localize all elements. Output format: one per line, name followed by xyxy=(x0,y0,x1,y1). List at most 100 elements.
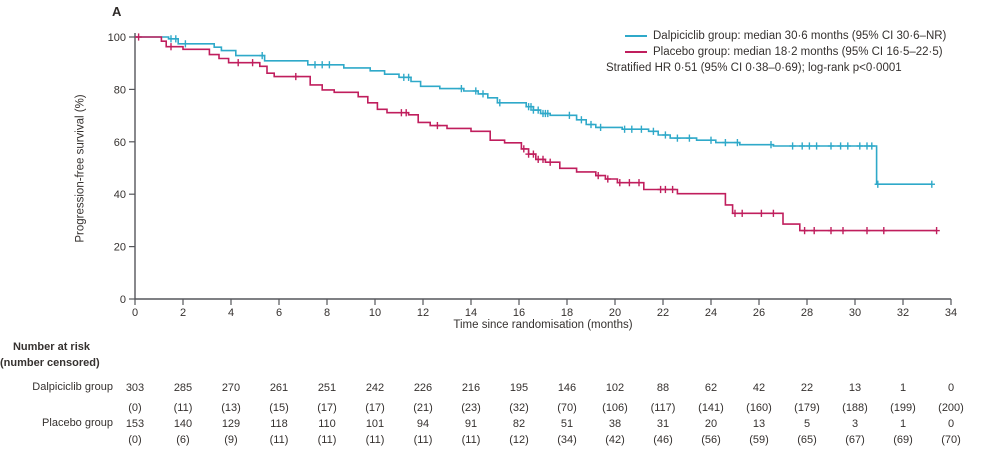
x-tick-label: 24 xyxy=(705,307,717,319)
risk-count: 20 xyxy=(705,418,717,430)
censored-count: (21) xyxy=(413,402,433,414)
risk-count: 129 xyxy=(222,418,240,430)
y-tick-label: 0 xyxy=(120,294,126,306)
risk-table-row-label-placebo: Placebo group xyxy=(42,417,113,429)
risk-count: 62 xyxy=(705,382,717,394)
x-tick-label: 18 xyxy=(561,307,573,319)
y-tick-label: 40 xyxy=(114,189,126,201)
censored-count: (17) xyxy=(317,402,337,414)
risk-count: 3 xyxy=(852,418,858,430)
risk-count: 118 xyxy=(270,418,288,430)
censored-count: (11) xyxy=(318,434,337,446)
x-tick-label: 2 xyxy=(180,307,186,319)
x-tick-label: 26 xyxy=(753,307,765,319)
risk-count: 0 xyxy=(948,382,954,394)
censored-count: (6) xyxy=(176,434,189,446)
x-tick-label: 4 xyxy=(228,307,234,319)
risk-count: 51 xyxy=(561,418,573,430)
censored-count: (34) xyxy=(557,434,577,446)
risk-count: 38 xyxy=(609,418,621,430)
risk-count: 226 xyxy=(414,382,432,394)
risk-count: 110 xyxy=(318,418,336,430)
risk-count: 1 xyxy=(900,382,906,394)
censored-count: (0) xyxy=(128,402,141,414)
censored-count: (65) xyxy=(797,434,817,446)
x-tick-label: 8 xyxy=(324,307,330,319)
risk-count: 140 xyxy=(174,418,192,430)
censored-count: (188) xyxy=(842,402,868,414)
legend: Dalpiciclib group: median 30·6 months (9… xyxy=(606,28,946,76)
km-curve-dalpiciclib-group xyxy=(135,36,932,185)
censored-count: (70) xyxy=(557,402,577,414)
censored-count: (11) xyxy=(174,402,193,414)
censored-count: (70) xyxy=(941,434,961,446)
legend-stats-line: Stratified HR 0·51 (95% CI 0·38–0·69); l… xyxy=(606,62,902,74)
censored-count: (117) xyxy=(651,402,676,414)
risk-count: 270 xyxy=(222,382,240,394)
x-tick-label: 10 xyxy=(369,307,381,319)
censored-count: (46) xyxy=(653,434,673,446)
x-tick-label: 32 xyxy=(897,307,909,319)
legend-entry-dalpiciclib: Dalpiciclib group: median 30·6 months (9… xyxy=(625,28,946,44)
risk-count: 102 xyxy=(606,382,624,394)
risk-count: 88 xyxy=(657,382,669,394)
risk-table-header-line1: Number at risk xyxy=(12,341,90,353)
censored-count: (0) xyxy=(128,434,141,446)
x-tick-label: 30 xyxy=(849,307,861,319)
x-tick-label: 0 xyxy=(132,307,138,319)
censored-count: (42) xyxy=(605,434,625,446)
legend-label-dalpiciclib: Dalpiciclib group: median 30·6 months (9… xyxy=(653,30,947,42)
censored-count: (179) xyxy=(794,402,820,414)
censored-count: (69) xyxy=(893,434,913,446)
censored-count: (67) xyxy=(845,434,865,446)
panel-label: A xyxy=(112,4,122,19)
censored-count: (11) xyxy=(270,434,289,446)
risk-count: 303 xyxy=(126,382,144,394)
y-tick-label: 20 xyxy=(114,242,126,254)
risk-count: 42 xyxy=(753,382,765,394)
risk-count: 0 xyxy=(948,418,954,430)
risk-count: 31 xyxy=(657,418,669,430)
censored-count: (59) xyxy=(749,434,769,446)
placebo-line-swatch-icon xyxy=(625,51,647,53)
censored-count: (11) xyxy=(414,434,433,446)
x-axis-label: Time since randomisation (months) xyxy=(453,319,633,331)
x-tick-label: 34 xyxy=(945,307,957,319)
censored-count: (17) xyxy=(365,402,385,414)
x-tick-label: 6 xyxy=(276,307,282,319)
risk-count: 153 xyxy=(126,418,144,430)
censored-count: (106) xyxy=(602,402,628,414)
censored-count: (141) xyxy=(698,402,724,414)
risk-count: 251 xyxy=(318,382,336,394)
censored-count: (200) xyxy=(938,402,964,414)
risk-count: 216 xyxy=(462,382,480,394)
risk-table-header-line2: (number censored) xyxy=(0,357,100,369)
x-tick-label: 28 xyxy=(801,307,813,319)
risk-count: 22 xyxy=(801,382,813,394)
dalpiciclib-line-swatch-icon xyxy=(625,35,647,37)
censored-count: (9) xyxy=(224,434,237,446)
y-axis-label: Progression-free survival (%) xyxy=(74,94,87,243)
risk-count: 94 xyxy=(417,418,429,430)
risk-count: 82 xyxy=(513,418,525,430)
censored-count: (11) xyxy=(462,434,481,446)
censored-count: (56) xyxy=(701,434,721,446)
risk-count: 101 xyxy=(366,418,384,430)
x-tick-label: 22 xyxy=(657,307,669,319)
censored-count: (160) xyxy=(746,402,772,414)
risk-count: 91 xyxy=(465,418,477,430)
risk-count: 5 xyxy=(804,418,810,430)
censored-count: (12) xyxy=(509,434,529,446)
y-tick-label: 100 xyxy=(108,32,126,44)
y-tick-label: 60 xyxy=(114,137,126,149)
censored-count: (199) xyxy=(890,402,916,414)
risk-count: 195 xyxy=(510,382,528,394)
censored-count: (11) xyxy=(366,434,385,446)
x-tick-label: 16 xyxy=(513,307,525,319)
x-tick-label: 20 xyxy=(609,307,621,319)
x-tick-label: 14 xyxy=(465,307,477,319)
legend-label-placebo: Placebo group: median 18·2 months (95% C… xyxy=(653,46,943,58)
y-tick-label: 80 xyxy=(114,84,126,96)
